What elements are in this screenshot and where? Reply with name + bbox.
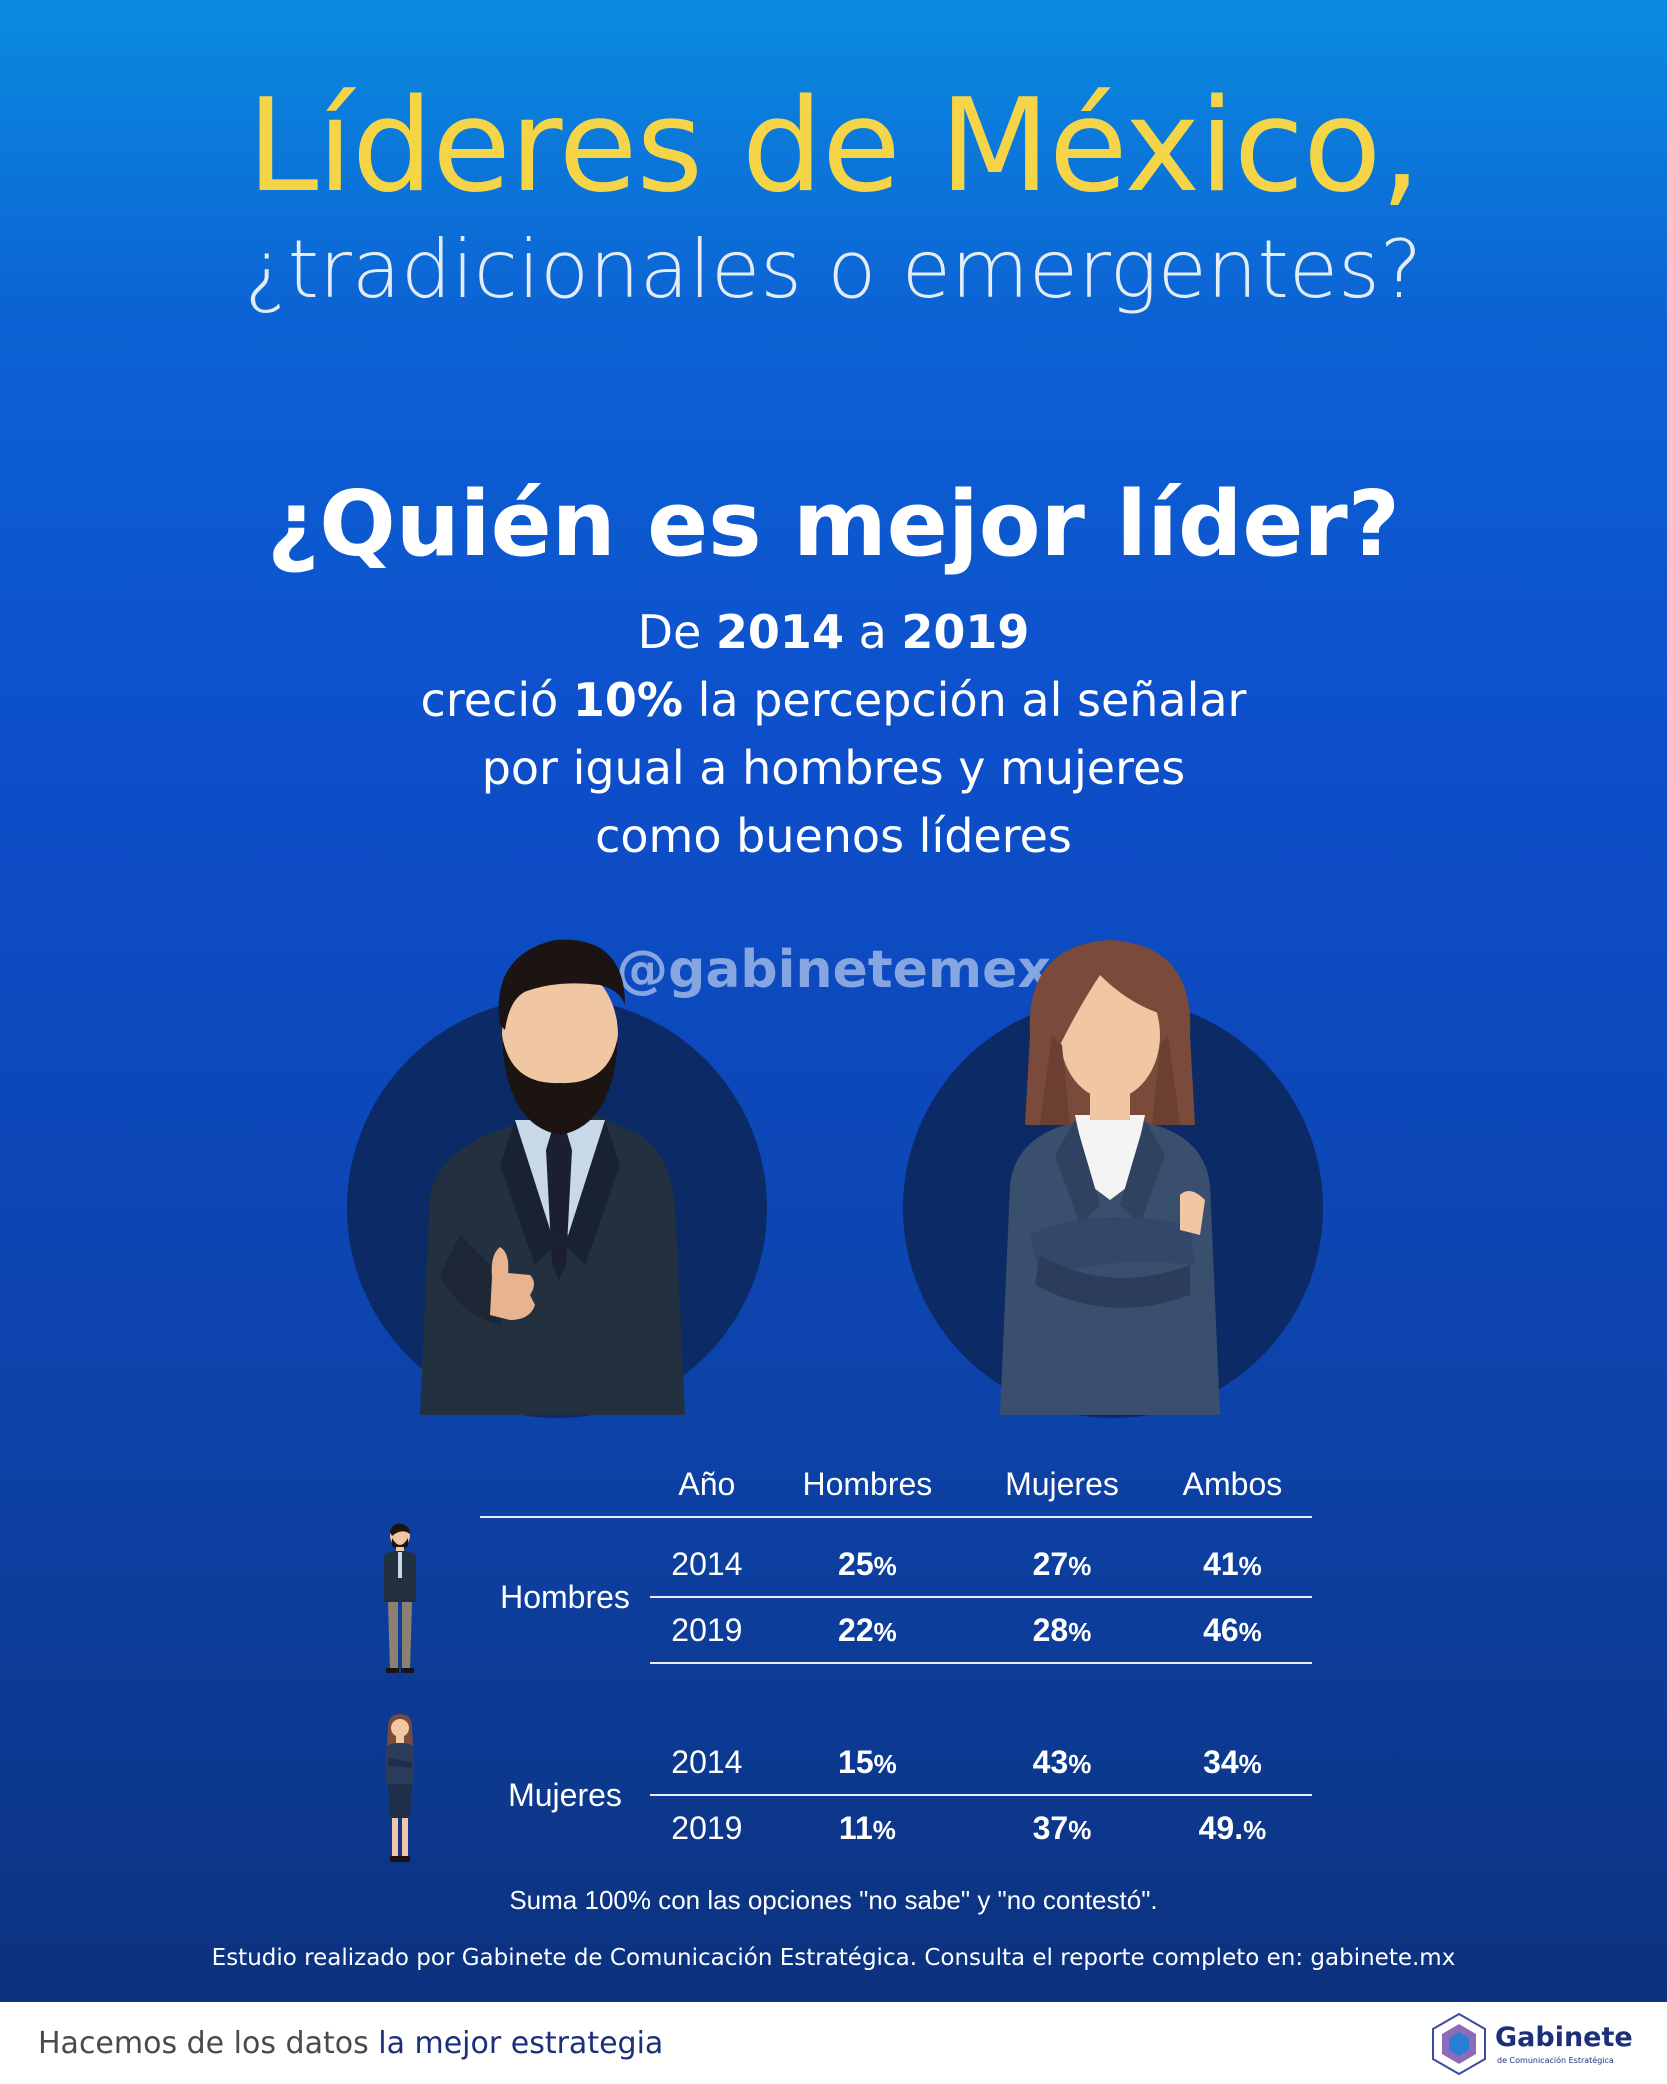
lead-growth-percent: 10% xyxy=(572,673,683,727)
lead-text: De xyxy=(637,605,716,659)
tagline-text: Hacemos de los datos xyxy=(38,2026,379,2061)
lead-line-2: creció 10% la percepción al señalar xyxy=(0,666,1667,734)
value-cell: 43% xyxy=(971,1730,1153,1796)
lead-line-3: por igual a hombres y mujeres xyxy=(481,741,1186,795)
table-row: Mujeres 2014 15% 43% 34% xyxy=(480,1730,1312,1813)
leader-stats-table: Año Hombres Mujeres Ambos Hombres 2014 2… xyxy=(480,1452,1312,1860)
lead-line-4: como buenos líderes xyxy=(595,809,1072,863)
page-subtitle: ¿tradicionales o emergentes? xyxy=(244,223,1423,316)
value-cell: 22% xyxy=(763,1597,972,1664)
footnote: Suma 100% con las opciones "no sabe" y "… xyxy=(509,1885,1158,1915)
value-cell: 46% xyxy=(1152,1597,1312,1664)
table-header-spacer xyxy=(480,1452,650,1517)
value-cell: 11% xyxy=(838,1809,896,1846)
table-row: 2019 22% 28% 46% xyxy=(480,1597,1312,1664)
group-label-hombres: Hombres xyxy=(500,1579,630,1615)
study-credit: Estudio realizado por Gabinete de Comuni… xyxy=(211,1945,1456,1971)
value-cell: 49.% xyxy=(1198,1809,1267,1846)
man-leader-illustration xyxy=(347,939,767,1418)
year-cell: 2019 xyxy=(671,1809,743,1846)
logo-name: Gabinete xyxy=(1495,2022,1633,2053)
table-row-spacer xyxy=(480,1663,1312,1730)
lead-paragraph: De 2014 a 2019 creció 10% la percepción … xyxy=(0,598,1667,870)
value-cell: 28% xyxy=(971,1597,1153,1664)
logo-subtitle: de Comunicación Estratégica xyxy=(1497,2056,1614,2065)
table-header-year: Año xyxy=(678,1465,736,1502)
lead-text: creció xyxy=(420,673,573,727)
lead-text: a xyxy=(843,605,902,659)
value-cell: 34% xyxy=(1152,1730,1312,1796)
lead-year-end: 2019 xyxy=(901,605,1030,659)
table-header-row: Año Hombres Mujeres Ambos xyxy=(480,1452,1312,1517)
page-title: Líderes de México, xyxy=(246,72,1421,221)
watermark-handle: @gabinetemex xyxy=(616,940,1051,1000)
table-header-mujeres: Mujeres xyxy=(1005,1465,1119,1502)
tagline-accent: la mejor estrategia xyxy=(378,2026,664,2061)
man-small-icon xyxy=(384,1523,416,1673)
value-cell: 25% xyxy=(763,1532,972,1598)
year-cell: 2014 xyxy=(650,1532,764,1598)
footer-bar: Hacemos de los datos la mejor estrategia… xyxy=(0,2002,1667,2084)
table-row: 2019 11% 37% 49.% xyxy=(480,1795,1312,1860)
footer-tagline: Hacemos de los datos la mejor estrategia xyxy=(38,2024,663,2064)
year-cell: 2014 xyxy=(650,1730,764,1796)
value-cell: 37% xyxy=(1032,1809,1092,1846)
gabinete-logo-icon xyxy=(1432,2012,1486,2076)
woman-leader-illustration xyxy=(903,940,1323,1418)
value-cell: 15% xyxy=(763,1730,972,1796)
lead-year-start: 2014 xyxy=(715,605,844,659)
woman-small-icon xyxy=(386,1714,414,1862)
section-question: ¿Quién es mejor líder? xyxy=(267,472,1400,577)
year-cell: 2019 xyxy=(650,1597,764,1664)
value-cell: 27% xyxy=(971,1532,1153,1598)
table-row-spacer xyxy=(480,1517,1312,1532)
value-cell: 41% xyxy=(1152,1532,1312,1598)
table-row: Hombres 2014 25% 27% 41% xyxy=(480,1532,1312,1615)
lead-line-1: De 2014 a 2019 xyxy=(0,598,1667,666)
gabinete-logo[interactable]: Gabinete de Comunicación Estratégica xyxy=(1429,2010,1633,2078)
group-label-mujeres: Mujeres xyxy=(508,1776,622,1813)
lead-text: la percepción al señalar xyxy=(682,673,1247,727)
table-header-hombres: Hombres xyxy=(802,1465,933,1502)
table-header-ambos: Ambos xyxy=(1182,1465,1283,1502)
